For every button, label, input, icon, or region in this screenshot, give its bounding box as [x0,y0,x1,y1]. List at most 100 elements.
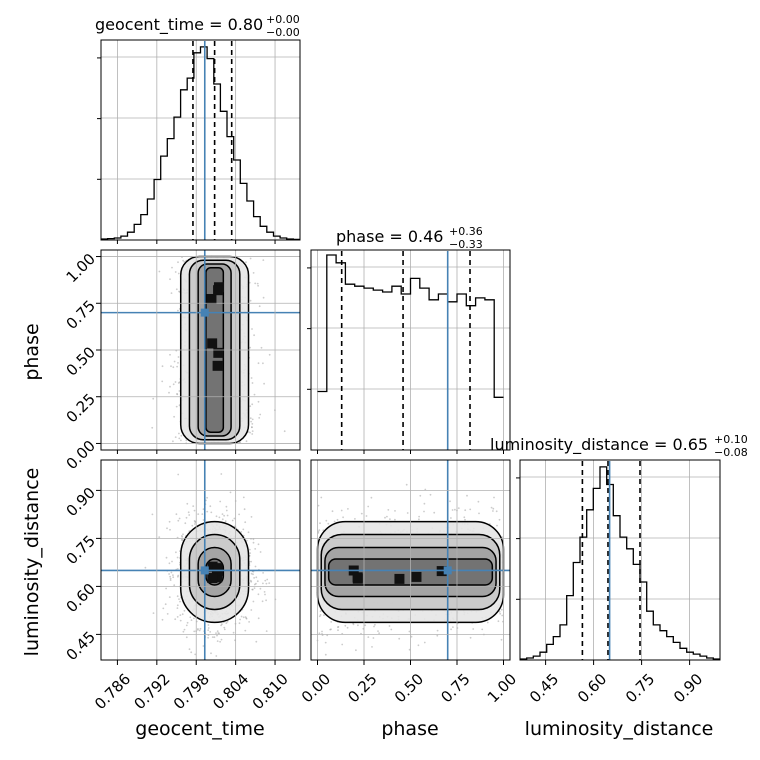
panel-phase-vs-luminosity-distance-sample-point [342,516,344,519]
panel-geocent-time-vs-luminosity-distance-sample-point [185,516,188,519]
panel-geocent-time-vs-luminosity-distance-sample-point [218,516,221,519]
panel-phase-vs-luminosity-distance-grid [311,460,510,660]
panel-phase-vs-luminosity-distance-sample-point [370,496,373,499]
panel-geocent-time-vs-phase-sample-point [253,393,256,396]
panel-phase-vs-luminosity-distance-sample-point [495,510,498,513]
panel-geocent-time-vs-phase-density-peak [212,360,223,371]
panel-geocent-time-vs-luminosity-distance-sample-point [265,582,268,585]
panel-phase-vs-luminosity-distance-sample-point [490,506,493,509]
panel-geocent-time-vs-luminosity-distance-sample-point [268,582,271,584]
panel-geocent-time-vs-luminosity-distance-sample-point [186,621,189,624]
panel-geocent-time-vs-luminosity-distance-sample-point [226,620,229,623]
panel-geocent-time-vs-luminosity-distance-sample-point [176,556,179,559]
panel-geocent-time-vs-luminosity-distance-sample-point [197,628,199,630]
panel-phase-vs-luminosity-distance-sample-point [469,636,472,639]
panel-geocent-time-vs-phase-sample-point [178,390,181,392]
panel-phase-vs-luminosity-distance-sample-point [333,520,336,523]
panel-geocent-time-vs-luminosity-distance-sample-point [242,496,245,499]
panel-geocent-time-vs-phase-sample-point [161,365,164,368]
panel-geocent-time-vs-phase-sample-point [251,430,254,432]
panel-geocent-time-vs-luminosity-distance-sample-point [219,640,222,643]
panel-geocent-time-vs-luminosity-distance-sample-point [189,616,192,619]
panel-phase-vs-luminosity-distance-sample-point [408,648,411,651]
panel-geocent-time-vs-luminosity-distance-sample-point [172,576,175,579]
panel-geocent-time-vs-luminosity-distance-sample-point [194,523,196,525]
panel-geocent-time-vs-phase-sample-point [177,272,180,275]
panel-phase-vs-luminosity-distance-sample-point [317,530,320,533]
panel-geocent-time-vs-luminosity-distance-sample-point [176,607,179,609]
panel-phase-vs-luminosity-distance-sample-point [340,509,343,512]
panel-phase-vs-luminosity-distance-sample-point [346,626,349,629]
panel-geocent-time-vs-luminosity-distance-sample-point [168,596,171,598]
panel-phase-vs-luminosity-distance-sample-point [326,634,329,637]
panel-geocent-time-vs-phase-sample-point [151,426,154,429]
panel-phase-vs-luminosity-distance-sample-point [386,515,388,518]
panel-geocent-time-vs-luminosity-distance-sample-point [220,473,223,475]
hist-geocent-time-step [101,46,300,241]
panel-geocent-time-vs-phase-sample-point [174,381,177,383]
panel-phase-vs-luminosity-distance-sample-point [418,515,420,518]
panel-phase-vs-luminosity-distance-sample-point [486,621,489,624]
panel-geocent-time-vs-luminosity-distance-contour [197,546,232,598]
panel-phase-vs-luminosity-distance-density-peak [352,572,363,583]
panel-geocent-time-vs-luminosity-distance-sample-point [169,577,172,580]
panel-phase-vs-luminosity-distance-sample-point [373,625,375,628]
panel-phase-vs-luminosity-distance-sample-point [364,624,367,627]
panel-phase-vs-luminosity-distance-sample-point [478,512,480,515]
panel-phase-vs-luminosity-distance-sample-point [360,512,363,515]
title-luminosity-distance-plus: +0.10 [714,433,748,446]
panel-geocent-time-vs-luminosity-distance-sample-point [194,653,197,656]
panel-geocent-time-vs-luminosity-distance-grid [101,460,300,660]
panel-geocent-time-vs-luminosity-distance-sample-point [250,580,253,583]
panel-geocent-time-vs-phase-sample-point [262,362,264,365]
panel-geocent-time-vs-luminosity-distance-sample-point [216,630,219,633]
panel-phase-vs-luminosity-distance-sample-point [394,518,396,521]
panel-geocent-time-vs-luminosity-distance-sample-point [144,566,147,569]
panel-geocent-time-vs-phase-sample-point [173,415,176,418]
panel-geocent-time-vs-luminosity-distance-sample-point [207,636,210,639]
panel-geocent-time-vs-luminosity-distance-sample-point [251,588,254,591]
panel-phase-vs-luminosity-distance-sample-point [423,502,426,505]
panel-geocent-time-vs-luminosity-distance-sample-point [181,538,183,541]
xlabel-luminosity-distance: luminosity_distance [525,718,714,740]
panel-geocent-time-vs-luminosity-distance-sample-point [199,627,202,630]
title-phase: phase = 0.46 [336,227,443,246]
panel-phase-vs-luminosity-distance-sample-point [464,518,466,521]
panel-phase-vs-luminosity-distance-sample-point [371,646,373,648]
panel-geocent-time-vs-phase-sample-point [283,430,286,433]
panel-geocent-time-vs-luminosity-distance-sample-point [207,624,210,626]
panel-phase-vs-luminosity-distance-sample-point [378,632,380,635]
panel-phase-vs-luminosity-distance-sample-point [347,508,349,510]
panel-geocent-time-vs-luminosity-distance-sample-point [253,587,256,589]
panel-geocent-time-vs-luminosity-distance-sample-point [220,638,223,641]
panel-geocent-time-vs-luminosity-distance-sample-point [190,651,193,654]
panel-phase-vs-luminosity-distance-sample-point [492,510,494,512]
panel-geocent-time-vs-phase-sample-point [260,346,263,349]
panel-geocent-time-vs-phase-sample-point [258,417,261,419]
panel-geocent-time-vs-luminosity-distance-sample-point [244,521,247,524]
xlabel-geocent-time: geocent_time [135,718,264,740]
panel-geocent-time-vs-phase-sample-point [262,259,265,261]
panel-geocent-time-vs-luminosity-distance-sample-point [243,508,246,511]
panel-geocent-time-vs-luminosity-distance-sample-point [169,528,171,531]
panel-phase-vs-luminosity-distance-sample-point [384,516,386,519]
panel-geocent-time-vs-luminosity-distance-sample-point [252,573,254,576]
panel-geocent-time-vs-luminosity-distance-sample-point [221,513,224,515]
panel-geocent-time-vs-luminosity-distance-sample-point [176,604,179,607]
panel-geocent-time-vs-phase-sample-point [256,282,259,285]
panel-geocent-time-vs-luminosity-distance-sample-point [158,536,161,538]
panel-phase-vs-luminosity-distance-sample-point [318,529,321,531]
panel-geocent-time-vs-phase-sample-point [177,362,179,364]
panel-phase-vs-luminosity-distance-sample-point [318,615,321,618]
panel-geocent-time-vs-luminosity-distance-sample-point [215,515,218,518]
panel-geocent-time-vs-luminosity-distance-sample-point [181,613,184,616]
panel-geocent-time-vs-phase-sample-point [180,434,183,437]
panel-geocent-time-vs-luminosity-distance-sample-point [221,518,224,521]
panel-geocent-time-vs-luminosity-distance-sample-point [177,575,179,578]
panel-phase-vs-luminosity-distance-sample-point [324,653,327,656]
panel-geocent-time-vs-luminosity-distance-sample-point [250,609,253,611]
panel-phase-vs-luminosity-distance-sample-point [357,624,359,627]
panel-geocent-time-vs-luminosity-distance-sample-point [257,543,260,546]
panel-geocent-time-vs-luminosity-distance-sample-point [225,505,228,508]
